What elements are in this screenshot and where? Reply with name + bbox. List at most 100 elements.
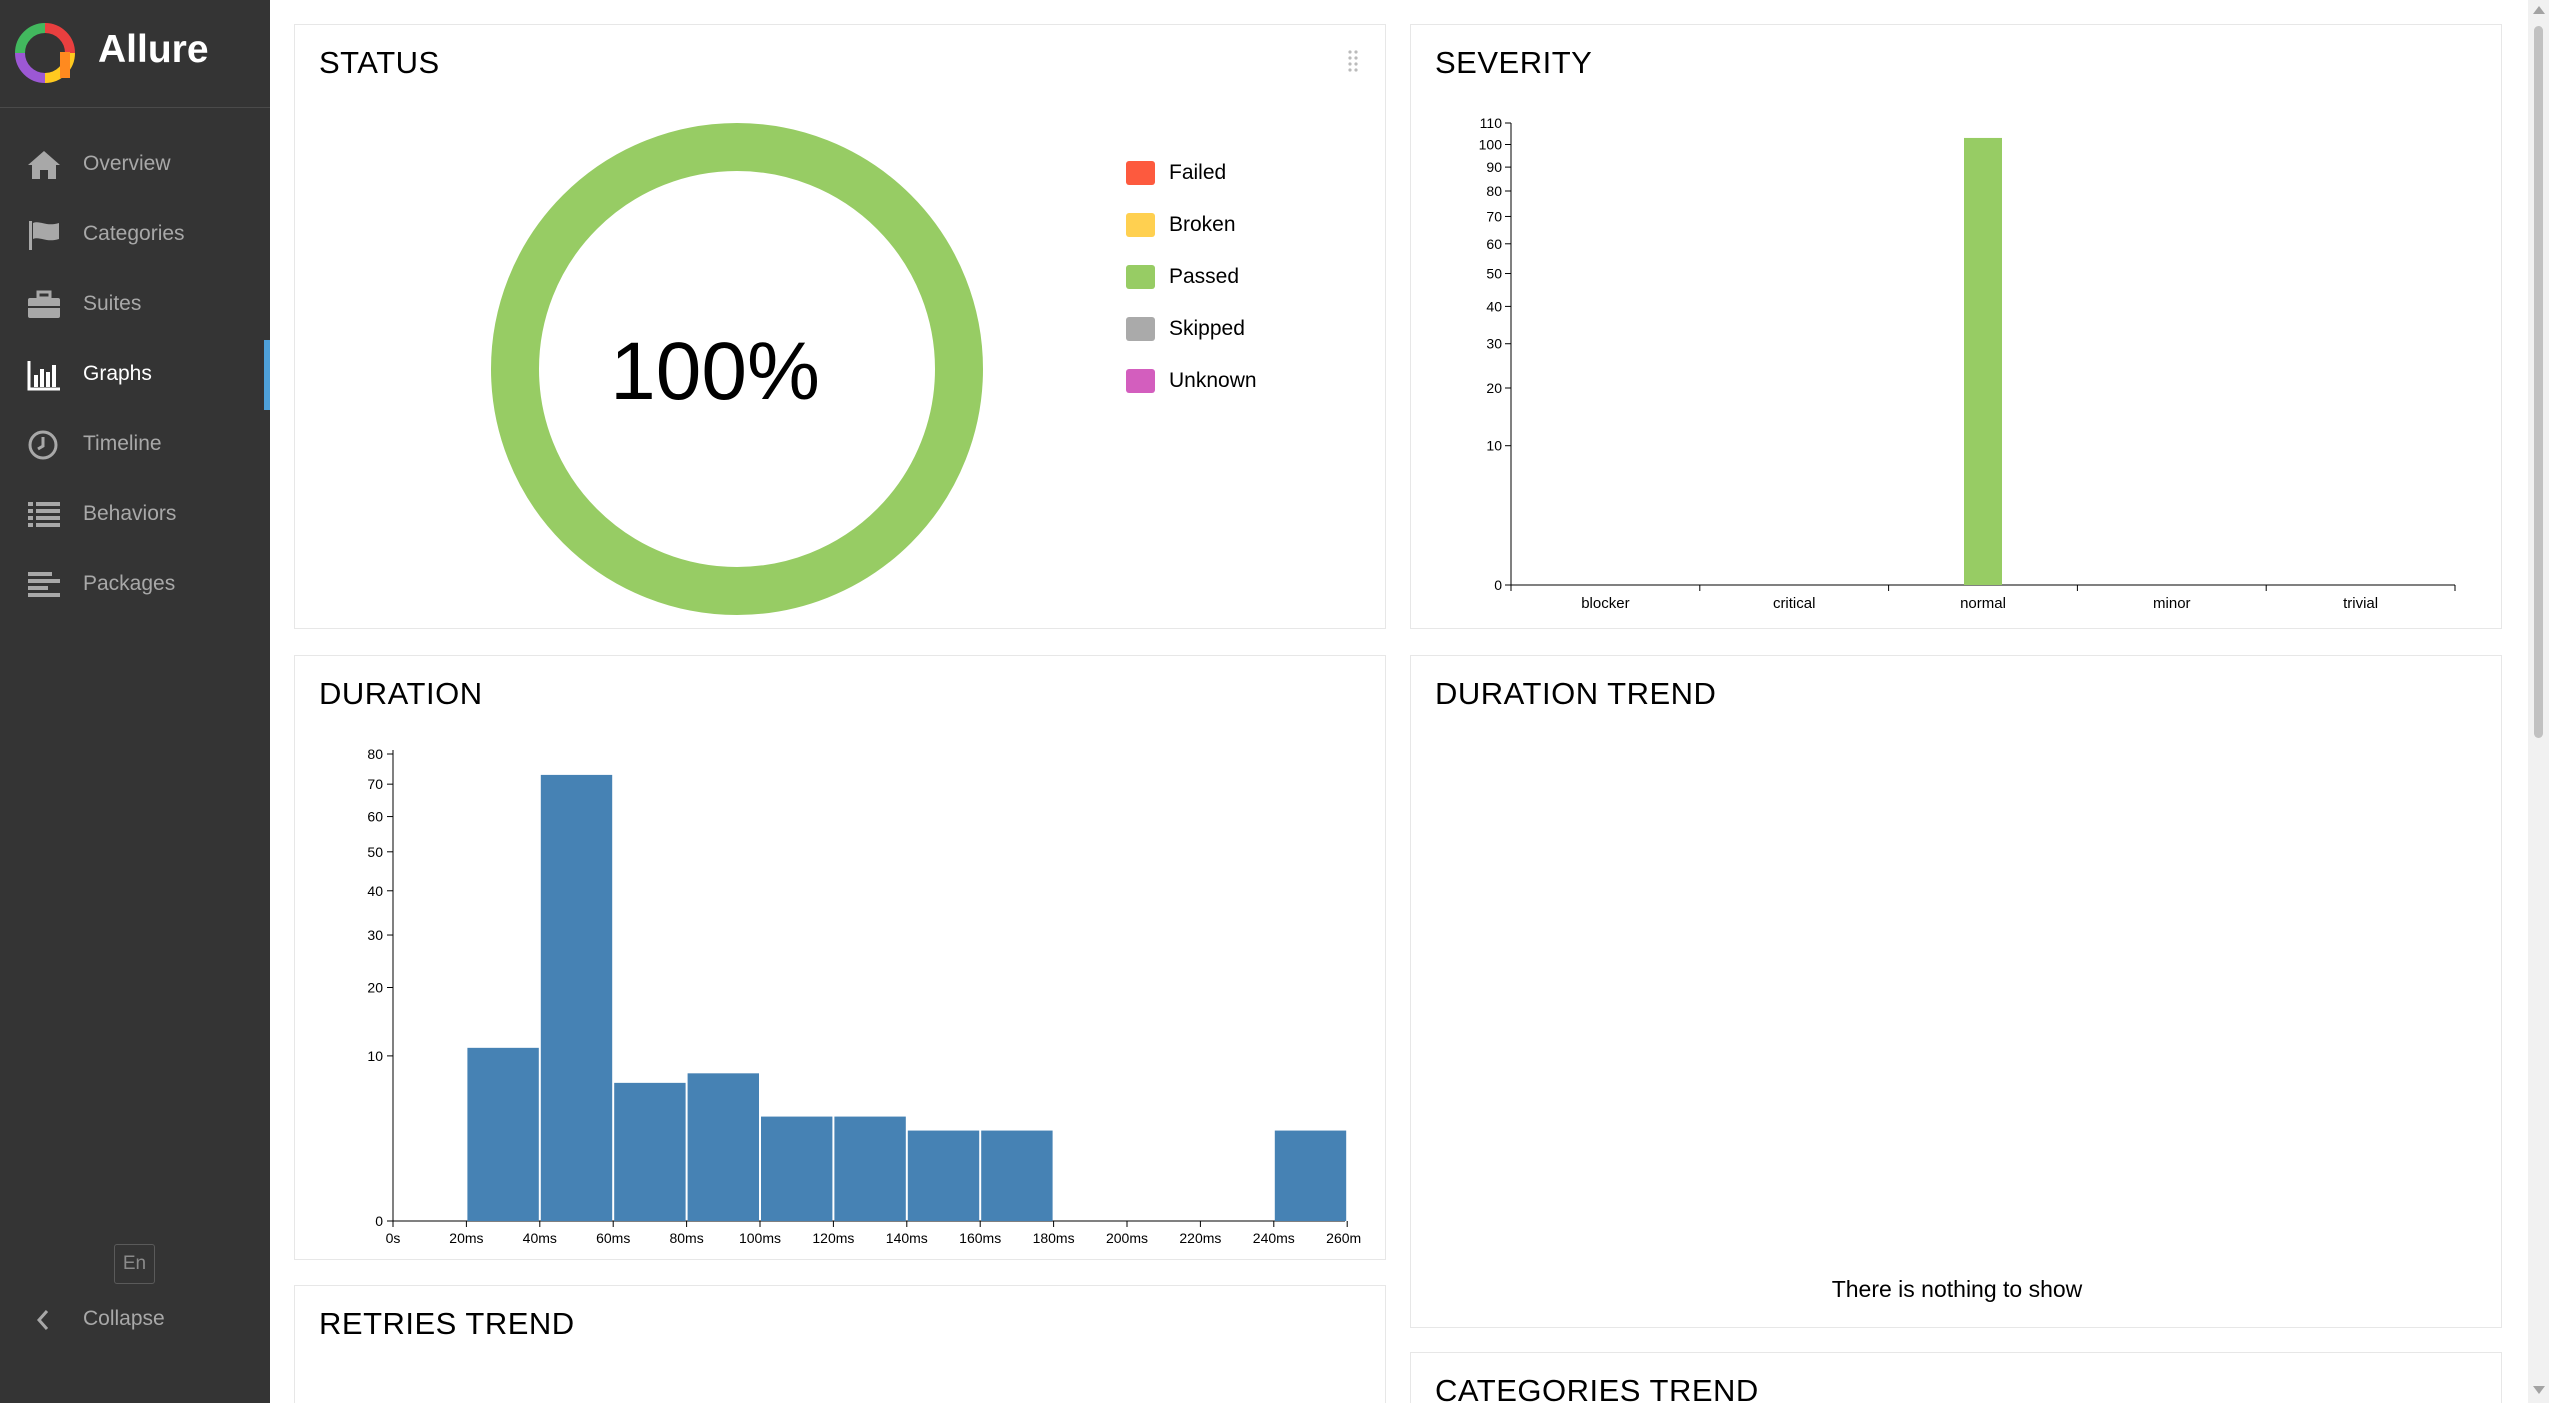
duration-bar bbox=[1274, 1130, 1347, 1221]
empty-state-text: There is nothing to show bbox=[1831, 1276, 2083, 1302]
severity-y-tick-label: 100 bbox=[1479, 137, 1503, 153]
duration-bar bbox=[540, 774, 613, 1221]
sidebar-item-graphs[interactable]: Graphs bbox=[0, 340, 270, 410]
sidebar-item-label: Categories bbox=[83, 222, 185, 245]
duration-bar bbox=[687, 1073, 759, 1221]
collapse-label: Collapse bbox=[83, 1307, 165, 1330]
sidebar-item-label: Packages bbox=[83, 572, 176, 595]
duration-y-tick-label: 20 bbox=[367, 980, 383, 996]
duration-histogram: 0 10 20 30 40 50 60 70 80 0s 20ms 40ms 60ms 80ms 100ms… bbox=[367, 746, 1368, 1246]
sidebar-item-behaviors[interactable]: Behaviors bbox=[0, 480, 270, 550]
severity-y-tick-label: 60 bbox=[1486, 236, 1502, 252]
language-button[interactable]: En bbox=[114, 1244, 155, 1284]
widget-title: DURATION TREND bbox=[1435, 676, 1717, 711]
duration-y-tick-label: 80 bbox=[367, 746, 383, 762]
duration-x-tick-label: 0s bbox=[386, 1230, 401, 1246]
categories-trend-widget: CATEGORIES TREND bbox=[1410, 1352, 2502, 1403]
sidebar: Allure Overview Categories Suites Graphs bbox=[0, 0, 270, 1403]
legend-label: Skipped bbox=[1169, 317, 1245, 340]
duration-x-tick-label: 140ms bbox=[886, 1230, 928, 1246]
sidebar-item-overview[interactable]: Overview bbox=[0, 130, 270, 200]
align-left-icon bbox=[28, 572, 60, 597]
widget-title: STATUS bbox=[319, 45, 440, 80]
sidebar-item-packages[interactable]: Packages bbox=[0, 550, 270, 620]
severity-y-tick-label: 110 bbox=[1480, 115, 1503, 131]
legend-label: Unknown bbox=[1169, 369, 1257, 392]
flag-icon bbox=[29, 221, 59, 250]
duration-x-tick-label: 200ms bbox=[1106, 1230, 1148, 1246]
duration-widget: DURATION 0 10 20 30 40 50 60 70 80 0s 20ms 40ms 60ms… bbox=[294, 655, 1386, 1260]
sidebar-item-label: Timeline bbox=[83, 432, 162, 455]
severity-y-tick-label: 80 bbox=[1486, 183, 1502, 199]
widget-title: RETRIES TREND bbox=[319, 1306, 575, 1341]
sidebar-item-label: Overview bbox=[83, 152, 171, 175]
retries-trend-widget: RETRIES TREND bbox=[294, 1285, 1386, 1403]
legend-label: Failed bbox=[1169, 161, 1227, 184]
status-percent: 100% bbox=[610, 326, 820, 417]
duration-x-tick-label: 260ms bbox=[1326, 1230, 1368, 1246]
duration-bar bbox=[761, 1116, 833, 1221]
sidebar-item-timeline[interactable]: Timeline bbox=[0, 410, 270, 480]
duration-x-tick-label: 240ms bbox=[1253, 1230, 1295, 1246]
severity-y-tick-label: 50 bbox=[1486, 266, 1502, 282]
legend-swatch bbox=[1126, 265, 1155, 289]
duration-x-tick-label: 180ms bbox=[1033, 1230, 1075, 1246]
severity-x-tick-label: blocker bbox=[1581, 595, 1629, 612]
duration-x-tick-label: 40ms bbox=[523, 1230, 557, 1246]
sidebar-item-suites[interactable]: Suites bbox=[0, 270, 270, 340]
severity-y-tick-label: 0 bbox=[1494, 577, 1502, 593]
severity-x-tick-label: trivial bbox=[2343, 595, 2378, 612]
duration-x-tick-label: 160ms bbox=[959, 1230, 1001, 1246]
duration-x-tick-label: 80ms bbox=[669, 1230, 703, 1246]
sidebar-item-label: Suites bbox=[83, 292, 142, 315]
severity-bar-chart: 0 10 20 30 40 50 60 70 80 90 100 110 blocker critical… bbox=[1479, 115, 2456, 612]
duration-x-tick-label: 60ms bbox=[596, 1230, 630, 1246]
chevron-left-icon bbox=[36, 1310, 49, 1330]
severity-widget: SEVERITY 0 10 20 30 40 50 60 70 80 90 100 110 blocke… bbox=[1410, 24, 2502, 629]
duration-x-tick-label: 100ms bbox=[739, 1230, 781, 1246]
app-name: Allure bbox=[98, 28, 209, 71]
severity-x-tick-label: normal bbox=[1960, 595, 2006, 612]
scroll-thumb[interactable] bbox=[2534, 26, 2543, 738]
severity-x-tick-label: critical bbox=[1773, 595, 1816, 612]
duration-bar bbox=[907, 1130, 980, 1221]
sidebar-item-categories[interactable]: Categories bbox=[0, 200, 270, 270]
sidebar-item-label: Graphs bbox=[83, 362, 152, 385]
severity-y-tick-label: 30 bbox=[1486, 336, 1502, 352]
severity-x-tick-label: minor bbox=[2153, 595, 2191, 612]
duration-trend-widget: DURATION TREND There is nothing to show bbox=[1410, 655, 2502, 1328]
drag-handle-icon[interactable] bbox=[1347, 49, 1359, 73]
legend-label: Passed bbox=[1169, 265, 1240, 288]
collapse-button[interactable]: Collapse bbox=[0, 1285, 270, 1355]
status-widget: STATUS 100% Failed Broken Passed Skipped… bbox=[294, 24, 1386, 629]
severity-y-tick-label: 10 bbox=[1486, 438, 1502, 454]
allure-logo-icon bbox=[15, 23, 75, 83]
duration-x-tick-label: 220ms bbox=[1179, 1230, 1221, 1246]
severity-y-tick-label: 20 bbox=[1486, 380, 1502, 396]
severity-y-tick-label: 40 bbox=[1486, 298, 1502, 314]
sidebar-item-label: Behaviors bbox=[83, 502, 177, 525]
scroll-up-arrow-icon[interactable] bbox=[2533, 6, 2545, 14]
home-icon bbox=[28, 151, 60, 179]
duration-bar bbox=[981, 1130, 1053, 1221]
duration-bar bbox=[614, 1082, 686, 1221]
duration-bar bbox=[834, 1116, 906, 1221]
severity-bar-normal bbox=[1964, 137, 2002, 585]
duration-y-tick-label: 50 bbox=[367, 844, 383, 860]
clock-icon bbox=[28, 430, 58, 460]
page-scrollbar[interactable] bbox=[2528, 0, 2549, 1403]
duration-y-tick-label: 10 bbox=[367, 1048, 383, 1064]
legend-swatch bbox=[1126, 369, 1155, 393]
duration-y-tick-label: 0 bbox=[375, 1213, 383, 1229]
status-donut-chart bbox=[491, 123, 983, 615]
briefcase-icon bbox=[28, 290, 60, 318]
legend-label: Broken bbox=[1169, 213, 1236, 236]
brand[interactable]: Allure bbox=[0, 0, 270, 108]
duration-x-tick-label: 120ms bbox=[812, 1230, 854, 1246]
severity-y-tick-label: 90 bbox=[1486, 159, 1502, 175]
duration-bar bbox=[467, 1047, 539, 1221]
severity-y-tick-label: 70 bbox=[1486, 208, 1502, 224]
duration-y-tick-label: 40 bbox=[367, 883, 383, 899]
scroll-down-arrow-icon[interactable] bbox=[2533, 1386, 2545, 1394]
legend-swatch bbox=[1126, 317, 1155, 341]
